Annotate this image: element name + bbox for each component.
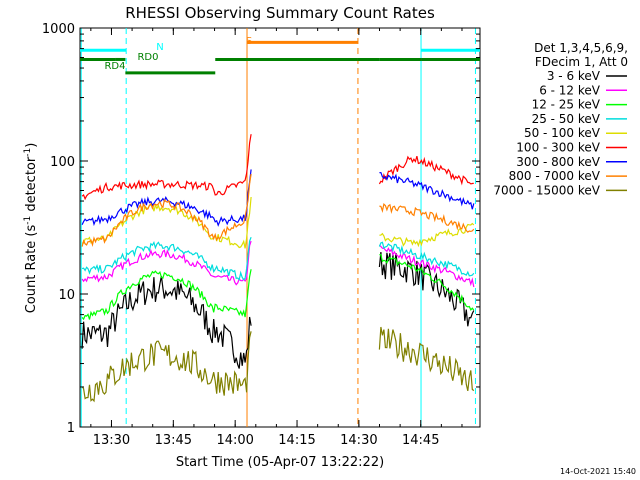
generation-timestamp: 14-Oct-2021 15:40 — [560, 467, 636, 476]
series-line — [81, 134, 252, 201]
count-rate-series — [81, 134, 475, 403]
legend-label: 12 - 25 keV — [532, 98, 601, 112]
x-tick-label: 13:45 — [155, 433, 192, 448]
legend-label: 800 - 7000 keV — [509, 169, 601, 183]
series-line — [379, 254, 475, 312]
legend-header-line: FDecim 1, Att 0 — [535, 55, 628, 69]
legend-label: 6 - 12 keV — [539, 83, 601, 97]
legend: Det 1,3,4,5,6,9, FDecim 1, Att 0 3 - 6 k… — [493, 41, 628, 197]
series-line — [81, 240, 252, 286]
series-line — [81, 169, 252, 227]
x-tick-label: 14:15 — [278, 433, 315, 448]
y-axis-label-part: detector — [24, 156, 39, 216]
state-bar-label: N — [156, 42, 163, 53]
series-line — [378, 155, 474, 186]
legend-label: 3 - 6 keV — [547, 69, 601, 83]
series-line — [379, 222, 475, 248]
y-axis-label-part: Count Rate (s — [24, 225, 39, 314]
legend-header-line: Det 1,3,4,5,6,9, — [534, 41, 628, 55]
y-tick-label: 1000 — [42, 22, 75, 37]
chart-title: RHESSI Observing Summary Count Rates — [125, 4, 435, 22]
x-tick-label: 13:30 — [93, 433, 130, 448]
series-line — [379, 203, 475, 233]
series-line — [81, 275, 252, 369]
series-line — [378, 241, 475, 277]
series-line — [378, 244, 475, 288]
state-bar-label: RD4 — [104, 61, 125, 72]
series-line — [379, 171, 475, 210]
plot-frame — [79, 27, 481, 428]
series-line — [81, 173, 252, 247]
series-line — [81, 269, 252, 321]
x-tick-label: 14:00 — [216, 433, 253, 448]
instrument-state-vertical-lines — [80, 28, 476, 427]
state-bar-label: RD0 — [137, 52, 158, 63]
series-line — [81, 236, 252, 281]
y-tick-label: 10 — [58, 288, 75, 303]
x-axis-label: Start Time (05-Apr-07 13:22:22) — [176, 455, 384, 470]
legend-label: 50 - 100 keV — [524, 126, 601, 140]
legend-label: 300 - 800 keV — [516, 155, 600, 169]
legend-label: 7000 - 15000 keV — [493, 183, 600, 197]
series-line — [82, 196, 252, 249]
y-axis-ticks: 1 10 100 1000 — [42, 22, 480, 436]
x-tick-label: 14:30 — [340, 433, 377, 448]
y-axis-label-sup: -1 — [23, 148, 33, 157]
y-tick-label: 1 — [67, 421, 75, 436]
x-axis-ticks: 13:30 13:45 14:00 14:15 14:30 14:45 — [90, 28, 463, 448]
y-tick-label: 100 — [50, 155, 75, 170]
series-line — [378, 326, 475, 392]
y-axis-label-sup: -1 — [23, 216, 33, 225]
state-bar-label: S — [246, 36, 252, 47]
y-axis-label-part: ) — [24, 143, 39, 148]
y-axis-label: Count Rate (s-1 detector-1) — [23, 143, 39, 314]
series-line — [378, 252, 475, 327]
legend-label: 100 - 300 keV — [516, 141, 600, 155]
series-line — [81, 331, 252, 403]
x-tick-label: 14:45 — [402, 433, 439, 448]
legend-label: 25 - 50 keV — [532, 112, 601, 126]
